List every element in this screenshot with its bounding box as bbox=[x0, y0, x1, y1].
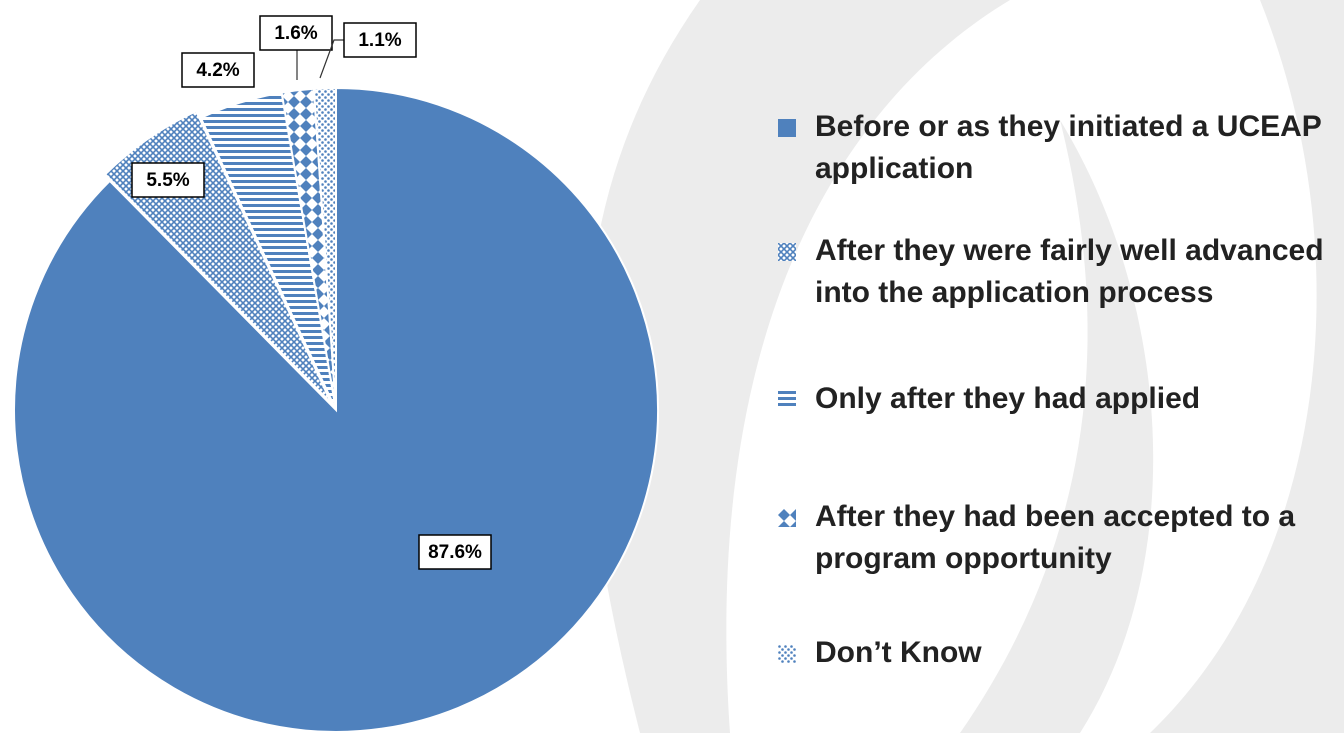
data-labels: 87.6% 5.5% 4.2% 1.6% 1.1% bbox=[131, 15, 492, 570]
legend-label: After they had been accepted to a progra… bbox=[815, 500, 1296, 575]
swatch-icon bbox=[778, 391, 796, 409]
swatch-icon bbox=[778, 243, 796, 261]
legend-label: Don’t Know bbox=[815, 636, 982, 669]
swatch-icon bbox=[778, 119, 796, 137]
swatch-fill bbox=[778, 119, 796, 137]
data-label-box bbox=[343, 22, 417, 58]
background-swirl bbox=[585, 0, 1344, 733]
swatch-fill bbox=[778, 509, 796, 527]
swatch-icon bbox=[778, 645, 796, 663]
legend-swatch bbox=[778, 243, 796, 261]
data-label-box bbox=[259, 15, 333, 51]
legend-label: After they were fairly well advanced int… bbox=[815, 234, 1324, 309]
leader-line bbox=[319, 39, 346, 79]
data-label: 4.2% bbox=[196, 60, 239, 81]
legend-label: Only after they had applied bbox=[815, 382, 1201, 415]
swatch-icon bbox=[778, 509, 796, 527]
data-label-box bbox=[181, 52, 255, 88]
data-label: 1.1% bbox=[358, 30, 401, 51]
pie-slice bbox=[312, 86, 337, 411]
legend-swatch bbox=[778, 645, 796, 663]
swatch-fill bbox=[778, 391, 796, 409]
swatch-fill bbox=[778, 243, 796, 261]
pie bbox=[13, 86, 660, 733]
legend-swatch bbox=[778, 119, 796, 137]
legend-label: Before or as they initiated a UCEAP appl… bbox=[815, 110, 1322, 185]
data-label: 87.6% bbox=[428, 542, 482, 563]
data-label-box bbox=[418, 534, 492, 570]
data-label: 1.6% bbox=[274, 23, 317, 44]
data-label-box bbox=[131, 162, 205, 198]
data-label: 5.5% bbox=[146, 170, 189, 191]
swatch-fill bbox=[778, 645, 796, 663]
legend-swatch bbox=[778, 391, 796, 409]
legend-swatch bbox=[778, 509, 796, 527]
